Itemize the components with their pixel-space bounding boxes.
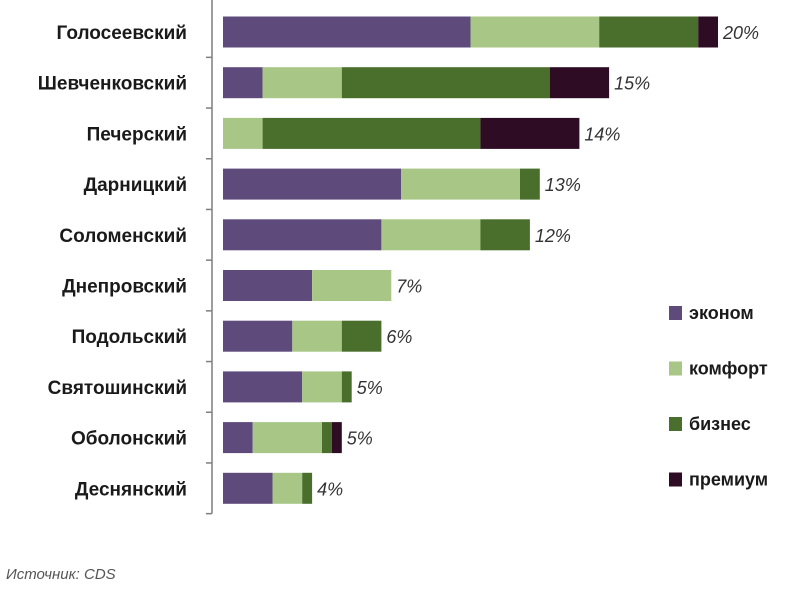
legend-swatch	[669, 417, 682, 431]
total-label: 14%	[584, 124, 620, 144]
bar-segment-эконом	[223, 371, 303, 403]
bar-segment-эконом	[223, 219, 382, 251]
bar-segment-комфорт	[223, 117, 263, 149]
bar-segment-комфорт	[272, 472, 303, 504]
bar-segment-комфорт	[470, 16, 600, 48]
total-label: 6%	[386, 327, 412, 347]
legend-label: премиум	[689, 470, 768, 490]
total-label: 12%	[535, 226, 571, 246]
total-label: 15%	[614, 74, 650, 94]
legend-label: бизнес	[689, 414, 751, 434]
bar-segment-премиум	[698, 16, 718, 48]
bar-segment-бизнес	[599, 16, 699, 48]
bar-segment-бизнес	[520, 168, 540, 200]
source-note: Источник: CDS	[6, 566, 116, 583]
total-labels: 20% 15% 14% 13% 12% 7% 6% 5% 5% 4%	[317, 23, 759, 499]
category-labels: Голосеевский Шевченковский Печерский Дарниц…	[38, 23, 187, 500]
legend-label: эконом	[689, 303, 754, 323]
total-label: 5%	[347, 429, 373, 449]
category-label: Соломенский	[59, 226, 187, 247]
bar-segment-эконом	[223, 472, 273, 504]
bar-segment-эконом	[223, 168, 402, 200]
category-label: Голосеевский	[57, 23, 187, 44]
bar-segment-бизнес	[322, 422, 332, 454]
bar-segment-бизнес	[341, 67, 550, 99]
bar-segment-премиум	[480, 117, 580, 149]
bar-segment-комфорт	[252, 422, 322, 454]
total-label: 4%	[317, 479, 343, 499]
bar-segment-премиум	[549, 67, 610, 99]
bar-segment-эконом	[223, 270, 313, 301]
category-label: Шевченковский	[38, 74, 187, 95]
category-label: Святошинский	[48, 378, 187, 399]
legend-swatch	[669, 306, 682, 320]
bars	[223, 16, 718, 504]
bar-segment-комфорт	[401, 168, 520, 200]
total-label: 13%	[545, 175, 581, 195]
bar-segment-премиум	[331, 422, 342, 454]
bar-segment-комфорт	[262, 67, 342, 99]
legend: эконом комфорт бизнес премиум	[669, 303, 768, 490]
legend-swatch	[669, 472, 682, 487]
bar-segment-бизнес	[302, 472, 313, 504]
bar-segment-комфорт	[292, 320, 342, 352]
total-label: 7%	[396, 277, 422, 297]
category-label: Оболонский	[71, 429, 187, 450]
bar-segment-бизнес	[480, 219, 530, 251]
bar-segment-бизнес	[341, 371, 352, 403]
bar-segment-бизнес	[262, 117, 481, 149]
total-label: 5%	[357, 378, 383, 398]
bar-segment-эконом	[223, 320, 293, 352]
bar-segment-эконом	[223, 67, 263, 99]
category-label: Деснянский	[75, 479, 187, 500]
category-label: Печерский	[87, 124, 187, 145]
bar-segment-комфорт	[312, 270, 392, 301]
bar-segment-эконом	[223, 16, 471, 48]
bar-segment-комфорт	[381, 219, 481, 251]
legend-label: комфорт	[689, 359, 768, 379]
category-label: Днепровский	[62, 277, 187, 298]
bar-segment-эконом	[223, 422, 253, 454]
legend-swatch	[669, 361, 682, 376]
total-label: 20%	[722, 23, 759, 43]
bar-segment-комфорт	[302, 371, 342, 403]
category-label: Дарницкий	[84, 175, 187, 196]
category-axis	[206, 0, 213, 515]
bar-segment-бизнес	[341, 320, 382, 352]
category-label: Подольский	[72, 327, 187, 348]
